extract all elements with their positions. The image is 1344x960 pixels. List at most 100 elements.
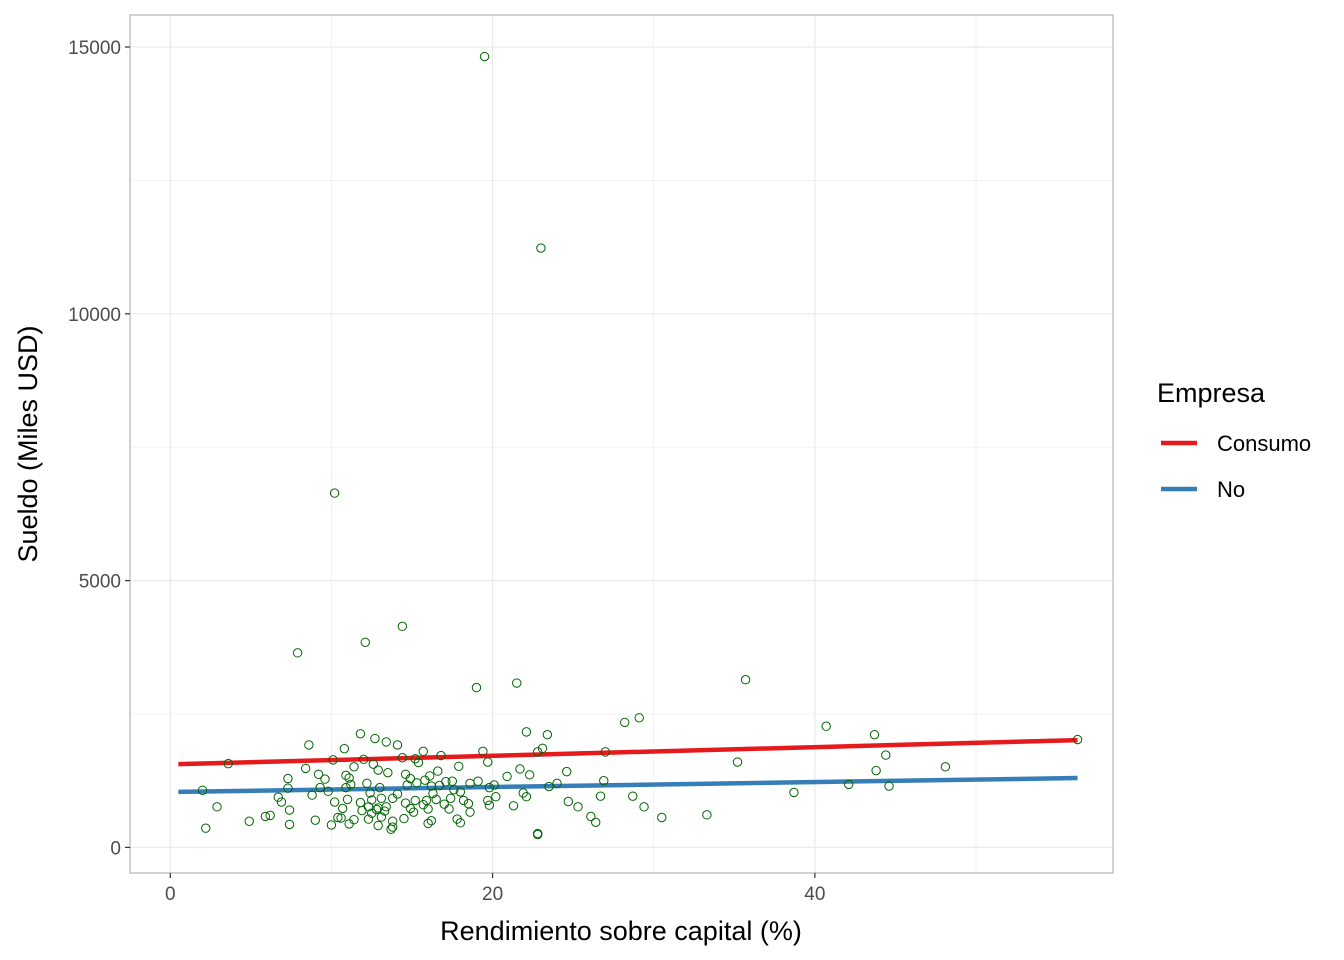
data-point [483,757,493,767]
y-tick-label: 5000 [79,572,121,593]
data-point [639,802,649,812]
data-point [370,733,380,744]
data-point [563,796,574,807]
data-point [399,813,409,824]
data-point [412,778,422,788]
data-point [408,807,419,817]
data-point [591,817,601,828]
data-point [292,648,303,658]
data-point [439,799,449,809]
data-point [323,786,333,797]
data-point [284,805,295,815]
data-point [871,765,881,776]
data-point [489,780,499,790]
data-point [381,737,391,747]
data-point [465,778,475,789]
data-point [426,816,437,826]
data-point [881,750,891,760]
data-point [869,729,880,740]
data-point [300,763,311,774]
y-tick-label: 15000 [68,38,121,59]
data-point [365,788,375,798]
data-point [338,803,348,814]
data-point [455,818,466,828]
data-point [363,814,374,824]
data-point [628,791,638,801]
data-point [484,800,495,810]
data-point [524,770,535,780]
x-tick-label: 0 [165,884,176,905]
data-point [444,804,454,814]
data-point [732,757,743,767]
trend-line-consumo [178,737,1078,767]
y-axis-title: Sueldo (Miles USD) [13,325,43,562]
data-point [329,488,340,498]
data-point [484,782,495,793]
data-point [512,678,522,688]
data-point [315,782,325,793]
x-tick-label: 20 [482,884,503,905]
data-point [536,243,546,253]
data-point [260,811,271,822]
data-point [310,815,321,825]
data-point [544,781,554,792]
data-point [436,750,446,761]
data-point [405,773,416,784]
y-tick-label: 0 [110,838,121,859]
data-point [884,781,894,791]
data-point [223,758,234,769]
data-point [375,782,385,793]
data-point [400,798,411,808]
data-point [410,754,420,764]
data-point [373,820,383,831]
data-point [368,759,379,769]
data-point [533,829,543,840]
data-point [789,787,799,798]
x-axis-ticks: 0 20 40 [165,873,825,905]
data-point [212,802,222,812]
data-point [426,781,437,791]
y-tick-label: 10000 [68,305,121,326]
data-point [386,824,396,834]
data-point [244,816,254,826]
data-point [326,820,337,830]
data-point [620,717,630,728]
data-point [328,755,338,765]
data-point [362,778,372,789]
legend-label-no: No [1217,477,1245,502]
data-point [445,793,456,803]
data-point [336,813,346,823]
data-point [502,771,512,782]
data-point [552,778,562,789]
data-point [397,621,408,632]
data-point [518,788,528,798]
panel-background [130,15,1113,873]
data-point [363,802,374,812]
data-point [344,773,354,783]
data-point [740,675,751,685]
data-point [392,740,403,750]
data-point [339,743,350,754]
data-point [1072,734,1083,745]
data-point [307,790,317,800]
data-point [376,812,387,822]
legend: Empresa Consumo No [1157,378,1311,502]
data-point [586,811,596,822]
data-point [397,753,408,763]
data-point [387,793,398,803]
data-point [471,682,482,693]
data-point [341,782,351,793]
data-point [421,795,432,806]
data-point [344,819,354,829]
data-point [573,802,583,812]
data-point [600,747,611,757]
panel-border [129,14,1114,874]
x-tick-label: 40 [804,884,825,905]
data-point [341,770,351,781]
data-point [423,818,433,829]
data-point [273,792,283,802]
data-point [342,794,353,805]
data-point [431,794,441,805]
data-point [634,713,644,723]
data-point [844,779,854,790]
